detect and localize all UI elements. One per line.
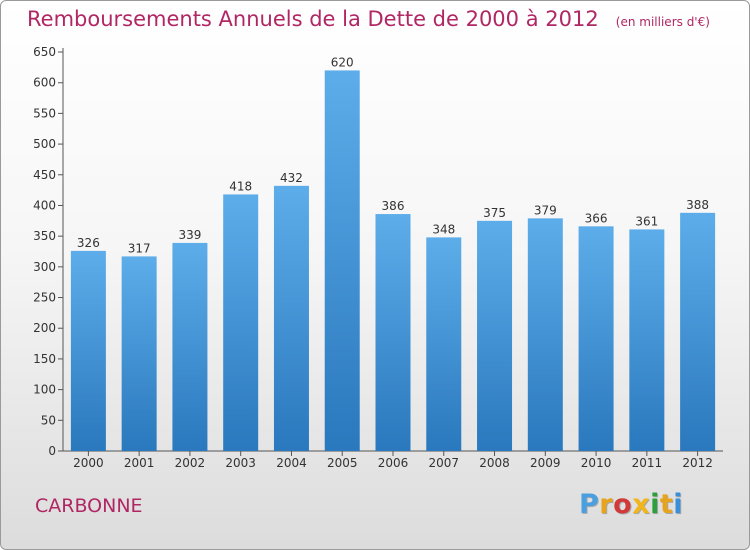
bar <box>527 218 563 451</box>
commune-name: CARBONNE <box>35 495 143 517</box>
x-tick-label: 2010 <box>581 456 612 470</box>
x-tick-label: 2009 <box>530 456 561 470</box>
data-label: 386 <box>382 199 405 213</box>
y-tick-label: 0 <box>48 444 56 458</box>
data-label: 361 <box>635 214 658 228</box>
x-tick-label: 2005 <box>327 456 358 470</box>
logo-letter: x <box>632 489 651 520</box>
x-tick-label: 2001 <box>124 456 155 470</box>
bar <box>223 194 259 452</box>
logo-letter: t <box>659 489 674 520</box>
data-label: 348 <box>432 222 455 236</box>
chart-unit: (en milliers d'€) <box>615 15 710 29</box>
x-tick-label: 2004 <box>276 456 307 470</box>
bar <box>477 220 513 451</box>
data-label: 375 <box>483 206 506 220</box>
data-label: 326 <box>77 236 100 250</box>
bar <box>273 185 309 451</box>
data-label: 620 <box>331 55 354 69</box>
data-label: 432 <box>280 171 303 185</box>
y-tick-label: 500 <box>33 137 56 151</box>
y-tick-label: 350 <box>33 229 56 243</box>
logo-letter: P <box>579 489 600 520</box>
bar <box>375 214 411 451</box>
y-tick-label: 300 <box>33 260 56 274</box>
logo-letter: i <box>650 489 660 520</box>
bar <box>426 237 462 451</box>
y-tick-label: 600 <box>33 76 56 90</box>
data-label: 379 <box>534 203 557 217</box>
y-tick-label: 450 <box>33 168 56 182</box>
bar <box>324 70 360 452</box>
bar <box>70 250 106 451</box>
logo-letter: o <box>613 489 633 520</box>
y-tick-label: 550 <box>33 106 56 120</box>
data-label: 366 <box>585 211 608 225</box>
chart-title: Remboursements Annuels de la Dette de 20… <box>27 7 599 31</box>
data-label: 317 <box>128 241 151 255</box>
x-tick-label: 2012 <box>682 456 713 470</box>
x-tick-label: 2006 <box>378 456 409 470</box>
data-label: 388 <box>686 198 709 212</box>
logo-letter: i <box>673 489 684 520</box>
data-label: 339 <box>178 228 201 242</box>
axes: 0 50 100 150 200 250 300 350 400 450 500 550 600 650 2… <box>33 45 723 470</box>
bar <box>680 212 716 451</box>
chart-title-row: Remboursements Annuels de la Dette de 20… <box>27 7 710 31</box>
x-tick-label: 2011 <box>632 456 663 470</box>
logo-letter: r <box>599 489 614 520</box>
y-tick-label: 650 <box>33 45 56 59</box>
bars <box>70 70 716 452</box>
y-tick-label: 400 <box>33 198 56 212</box>
bar <box>578 226 614 451</box>
bar <box>121 256 157 451</box>
y-tick-label: 100 <box>33 383 56 397</box>
bar <box>629 229 665 451</box>
y-tick-label: 50 <box>41 413 56 427</box>
x-tick-label: 2003 <box>225 456 256 470</box>
x-tick-label: 2007 <box>428 456 459 470</box>
y-tick-label: 200 <box>33 321 56 335</box>
proxiti-logo[interactable]: Proxiti <box>579 489 683 520</box>
x-tick-label: 2000 <box>73 456 104 470</box>
bar <box>172 242 208 451</box>
x-tick-label: 2008 <box>479 456 510 470</box>
data-labels: 326 317 339 418 432 620 386 348 375 379 366 361 388 <box>77 55 709 255</box>
data-label: 418 <box>229 179 252 193</box>
x-tick-label: 2002 <box>175 456 206 470</box>
y-tick-label: 150 <box>33 352 56 366</box>
y-tick-label: 250 <box>33 291 56 305</box>
